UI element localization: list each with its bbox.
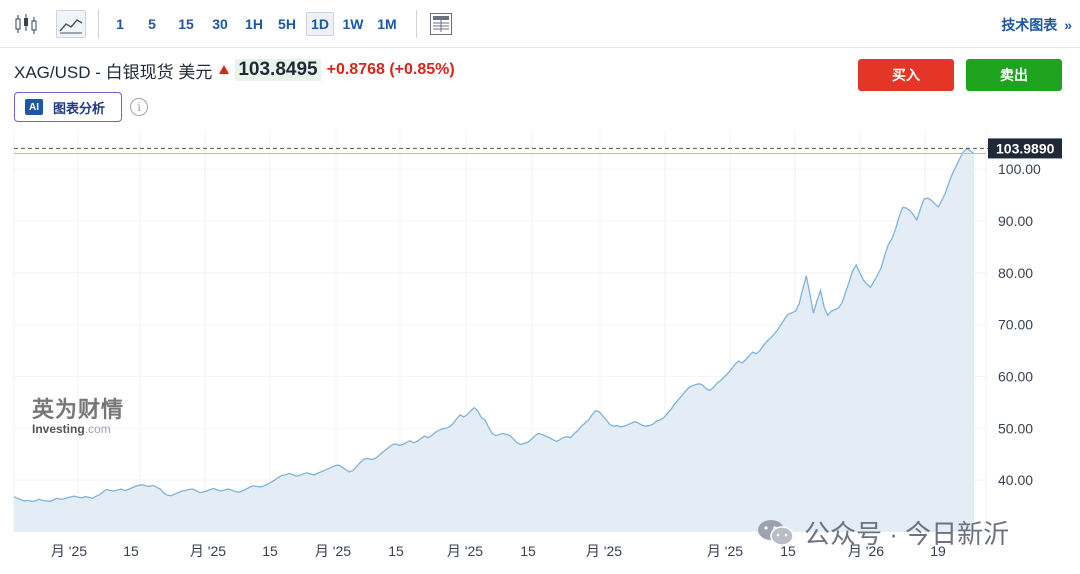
ai-icon: AI (25, 99, 43, 115)
timeframe-5h[interactable]: 5H (278, 16, 296, 32)
y-tick-label: 50.00 (998, 420, 1033, 436)
x-tick-label: 15 (262, 543, 278, 559)
technical-chart-label: 技术图表 (1001, 17, 1058, 33)
investing-logo-main: Investing (32, 422, 85, 436)
chart-toolbar: 1 5 15 30 1H 5H 1D 1W 1M 技术图表 » (0, 0, 1080, 48)
toolbar-divider (98, 10, 99, 38)
investing-logo-suffix: .com (84, 422, 111, 436)
y-tick-label: 80.00 (998, 265, 1033, 281)
x-tick-label: 月 '25 (51, 543, 87, 559)
toolbar-divider (416, 10, 417, 38)
timeframe-1d[interactable]: 1D (306, 12, 334, 36)
x-tick-label: 19 (930, 543, 946, 559)
current-price-tag-bg (988, 138, 1062, 159)
instrument-header: XAG/USD - 白银现货 美元 103.8495 +0.8768 (+0.8… (14, 59, 455, 82)
instrument-name: XAG/USD - 白银现货 美元 (14, 62, 213, 82)
chevron-right-double-icon: » (1064, 17, 1072, 33)
investing-logo: 英为财情 Investing.com (32, 392, 124, 436)
y-tick-label: 100.00 (998, 161, 1041, 177)
price-line (13, 147, 975, 503)
x-tick-label: 15 (780, 543, 796, 559)
investing-logo-en: Investing.com (32, 422, 124, 436)
buy-button[interactable]: 买入 (858, 59, 954, 91)
x-tick-label: 月 '25 (586, 543, 622, 559)
current-price-tag: 103.9890 (988, 138, 1062, 159)
investing-logo-cn: 英为财情 (32, 397, 125, 422)
x-tick-label: 15 (520, 543, 536, 559)
timeframe-30[interactable]: 30 (212, 16, 228, 32)
sell-button[interactable]: 卖出 (966, 59, 1062, 91)
timeframe-1m[interactable]: 1M (377, 16, 397, 32)
price-chart[interactable]: 40.00 50.00 60.00 70.00 80.00 90.00 100.00 月 '… (0, 130, 1080, 574)
timeframe-1w[interactable]: 1W (342, 16, 364, 32)
x-tick-label: 月 '25 (447, 543, 483, 559)
area-chart-icon[interactable] (56, 10, 86, 38)
last-price: 103.8495 (235, 59, 321, 81)
wechat-icon (756, 517, 796, 549)
x-tick-label: 月 '25 (315, 543, 351, 559)
x-axis-labels: 月 '25 15 月 '25 15 月 '25 15 月 '25 15 月 '25 月 '25 15… (51, 543, 946, 559)
y-tick-label: 40.00 (998, 472, 1033, 488)
x-tick-label: 月 '26 (848, 543, 884, 559)
arrow-up-icon (219, 64, 230, 74)
x-tick-label: 15 (388, 543, 404, 559)
table-view-icon[interactable] (430, 13, 452, 35)
wechat-watermark: 公众号 · 今日新沂 (756, 514, 1009, 551)
y-axis-labels: 40.00 50.00 60.00 70.00 80.00 90.00 100.00 (998, 161, 1041, 488)
candlestick-icon[interactable] (12, 10, 40, 38)
price-change: +0.8768 (+0.85%) (326, 61, 455, 78)
timeframe-15[interactable]: 15 (178, 16, 194, 32)
y-tick-label: 70.00 (998, 317, 1033, 333)
technical-chart-link[interactable]: 技术图表 » (1001, 15, 1072, 35)
y-tick-label: 60.00 (998, 368, 1033, 384)
wechat-account-text: 公众号 · 今日新沂 (804, 519, 1010, 549)
y-tick-label: 90.00 (998, 213, 1033, 229)
timeframe-1[interactable]: 1 (116, 16, 124, 32)
current-price-tag-label: 103.9890 (996, 140, 1055, 156)
ai-chart-analysis-button[interactable]: AI 图表分析 (14, 92, 122, 122)
ai-analysis-label: 图表分析 (53, 100, 106, 116)
timeframe-1h[interactable]: 1H (245, 16, 263, 32)
info-icon[interactable]: i (130, 98, 148, 116)
x-tick-label: 15 (123, 543, 139, 559)
timeframe-5[interactable]: 5 (148, 16, 156, 32)
x-tick-label: 月 '25 (707, 543, 743, 559)
price-area-fill (14, 148, 974, 532)
x-tick-label: 月 '25 (190, 543, 226, 559)
